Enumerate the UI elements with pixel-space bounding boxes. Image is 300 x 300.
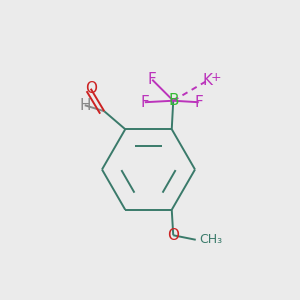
Text: O: O [85,81,97,96]
Text: F: F [140,95,149,110]
Text: H: H [79,98,91,113]
Text: F: F [194,95,203,110]
Text: F: F [148,72,157,87]
Text: CH₃: CH₃ [199,233,222,246]
Text: O: O [167,228,179,243]
Text: K: K [203,73,213,88]
Text: +: + [211,71,221,84]
Text: B: B [168,93,178,108]
